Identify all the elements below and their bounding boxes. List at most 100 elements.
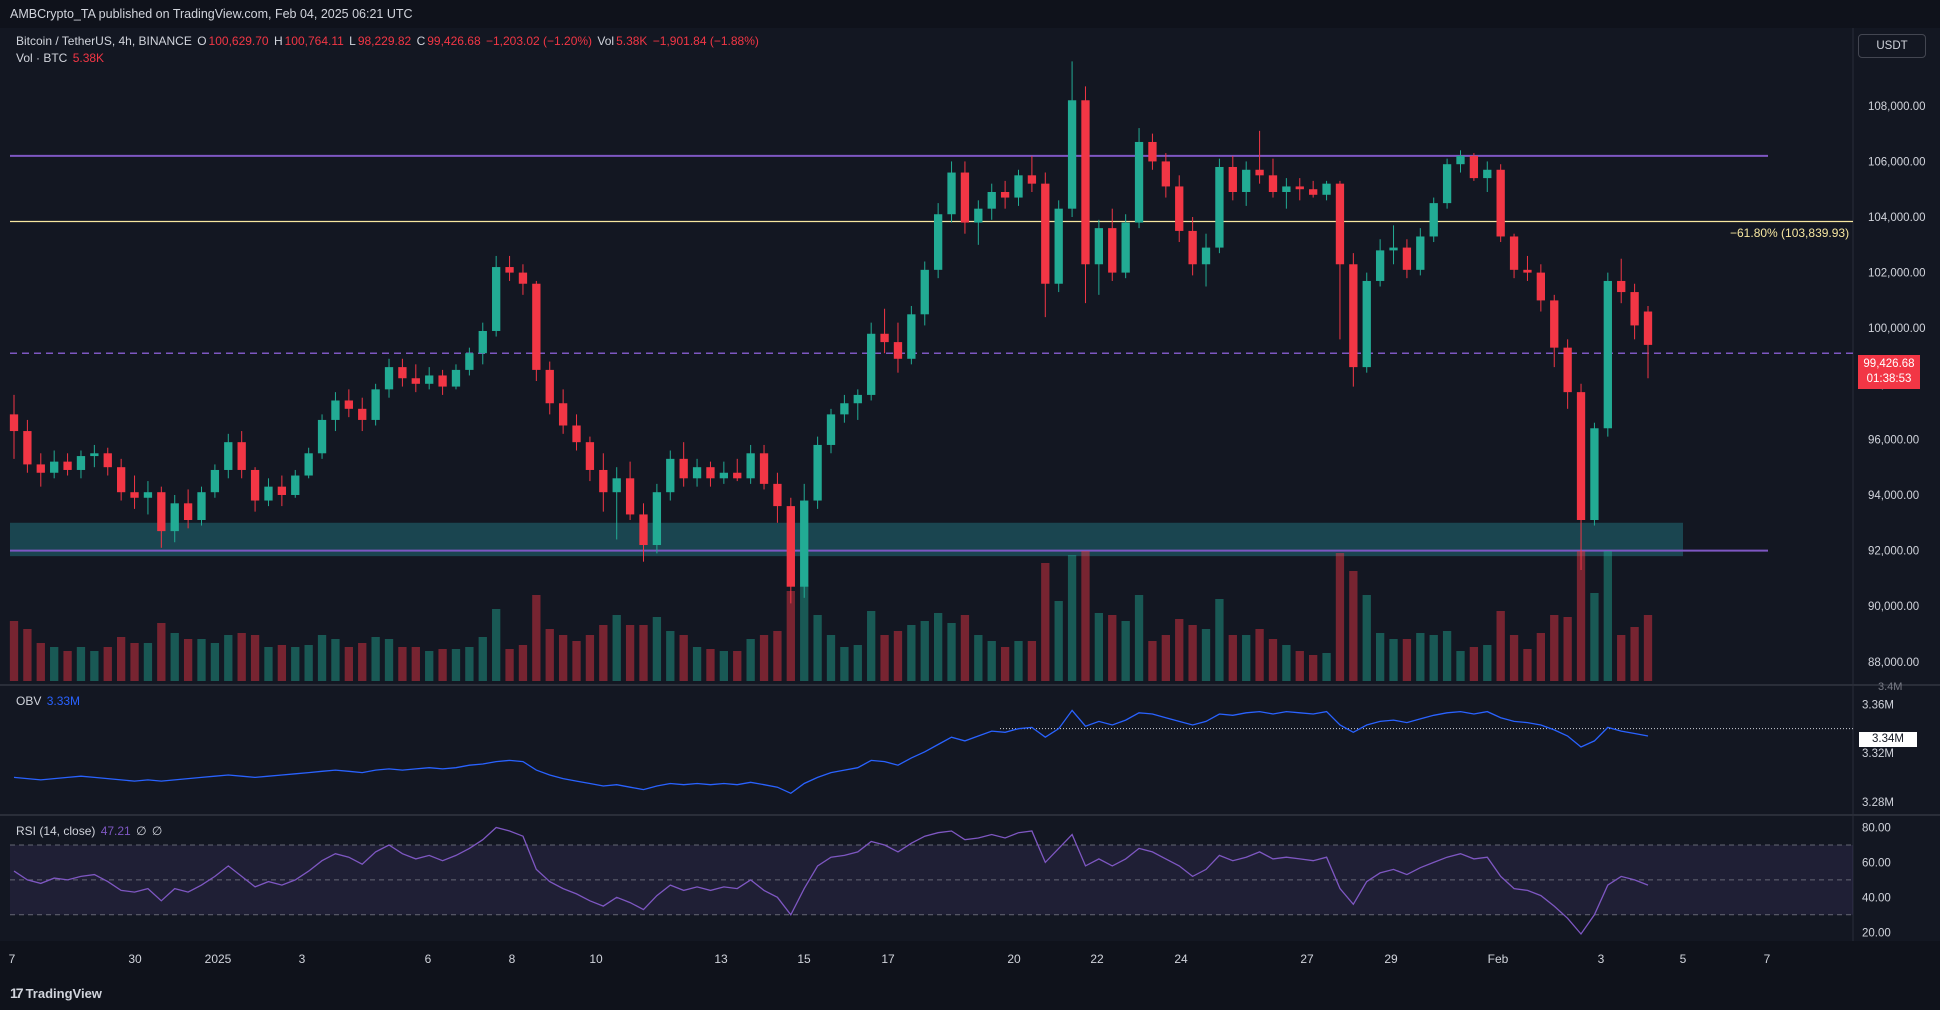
candle-body	[398, 367, 407, 379]
candle-body	[103, 453, 112, 468]
volume-bar	[759, 635, 769, 681]
time-axis-label: 3	[299, 952, 306, 966]
candle-body	[438, 375, 447, 387]
volume-bar	[1081, 551, 1090, 681]
candle-body	[1161, 161, 1170, 187]
volume-bar	[826, 635, 836, 681]
candle-body	[706, 467, 715, 479]
volume-axis-label: 3.4M	[1878, 681, 1902, 693]
candle-body	[1322, 183, 1331, 195]
volume-bar	[1590, 593, 1599, 681]
volume-bar	[612, 615, 621, 681]
obv-legend[interactable]: OBV 3.33M	[16, 694, 82, 708]
rsi-axis-label: 60.00	[1862, 857, 1891, 869]
time-axis-label: 6	[425, 952, 432, 966]
candle-body	[317, 419, 327, 454]
candle-body	[1429, 203, 1438, 237]
tradingview-logo[interactable]: 17 TradingView	[10, 985, 102, 1001]
volume-bar	[1148, 641, 1157, 681]
candle-body	[116, 467, 126, 493]
volume-bar	[1161, 635, 1170, 681]
candle-body	[1509, 236, 1519, 270]
volume-bar	[666, 631, 675, 681]
volume-bar	[1563, 617, 1572, 681]
chart-area[interactable]: 110,000.00108,000.00106,000.00104,000.00…	[0, 28, 1940, 976]
volume-legend-label: Vol · BTC	[16, 51, 68, 65]
time-axis-label: 2025	[205, 952, 232, 966]
volume-bar	[1496, 611, 1505, 681]
volume-bar	[1054, 601, 1063, 681]
volume-bar	[1094, 613, 1104, 681]
volume-bar	[1349, 571, 1358, 681]
candle-body	[773, 483, 782, 507]
volume-bar	[451, 649, 461, 681]
candle-body	[237, 442, 246, 470]
volume-bar	[893, 631, 903, 681]
candle-body	[425, 375, 434, 384]
open-label: O	[197, 34, 207, 48]
volume-bar	[371, 637, 380, 681]
rsi-legend-value: 47.21	[100, 824, 131, 838]
volume-bar	[1215, 599, 1224, 681]
candle-body	[1402, 247, 1412, 270]
vol-change-value: −1,901.84 (−1.88%)	[652, 34, 759, 48]
main-pane-bg	[0, 28, 1940, 684]
price-axis-label: 100,000.00	[1868, 323, 1926, 335]
currency-button[interactable]: USDT	[1858, 34, 1926, 58]
volume-bar	[853, 645, 862, 681]
candle-body	[451, 369, 461, 387]
volume-legend[interactable]: Vol · BTC 5.38K	[16, 51, 106, 65]
volume-bar	[63, 651, 72, 681]
candle-body	[733, 472, 742, 479]
volume-bar	[1389, 639, 1398, 681]
volume-bar	[478, 637, 487, 681]
candle-body	[545, 369, 554, 404]
rsi-legend[interactable]: RSI (14, close) 47.21 ∅ ∅	[16, 824, 164, 838]
volume-bar	[170, 633, 179, 681]
volume-bar	[183, 639, 193, 681]
volume-bar	[1375, 633, 1385, 681]
candle-body	[371, 389, 380, 420]
candle-body	[759, 453, 769, 484]
candle-body	[277, 486, 287, 495]
volume-bar	[572, 641, 581, 681]
candle-body	[344, 400, 353, 409]
volume-bar	[1268, 639, 1278, 681]
volume-bar	[197, 639, 206, 681]
candle-body	[1282, 186, 1291, 192]
volume-bar	[719, 651, 729, 681]
candle-body	[1362, 280, 1371, 368]
volume-bar	[1416, 633, 1425, 681]
candle-body	[1175, 186, 1184, 231]
time-axis-label: 15	[797, 952, 811, 966]
volume-bar	[36, 643, 45, 681]
last-price-value: 99,426.68	[1863, 358, 1915, 370]
symbol-legend[interactable]: Bitcoin / TetherUS, 4h, BINANCE O 100,629…	[16, 34, 761, 48]
top-bar: AMBCrypto_TA published on TradingView.co…	[0, 0, 1940, 28]
volume-bar	[465, 647, 474, 681]
price-axis-label: 90,000.00	[1868, 601, 1919, 613]
volume-bar	[1442, 631, 1452, 681]
volume-bar	[250, 635, 260, 681]
candle-body	[840, 403, 849, 415]
time-axis-label: 8	[509, 952, 516, 966]
candle-body	[987, 192, 996, 209]
volume-bar	[411, 647, 420, 681]
volume-bar	[840, 647, 849, 681]
time-axis-label: Feb	[1488, 952, 1509, 966]
bottom-bar: 17 TradingView	[0, 976, 1940, 1010]
volume-bar	[987, 641, 996, 681]
volume-bar	[438, 649, 447, 681]
candle-body	[1576, 392, 1586, 520]
candle-body	[585, 442, 595, 470]
volume-bar	[1067, 555, 1077, 681]
candle-body	[1215, 166, 1224, 248]
volume-bar	[304, 645, 313, 681]
time-axis-label: 5	[1680, 952, 1687, 966]
volume-bar	[518, 645, 528, 681]
volume-bar	[9, 621, 19, 681]
candle-body	[1255, 169, 1264, 176]
price-axis-label: 88,000.00	[1868, 657, 1919, 669]
candle-body	[384, 367, 394, 390]
candle-body	[599, 469, 608, 493]
